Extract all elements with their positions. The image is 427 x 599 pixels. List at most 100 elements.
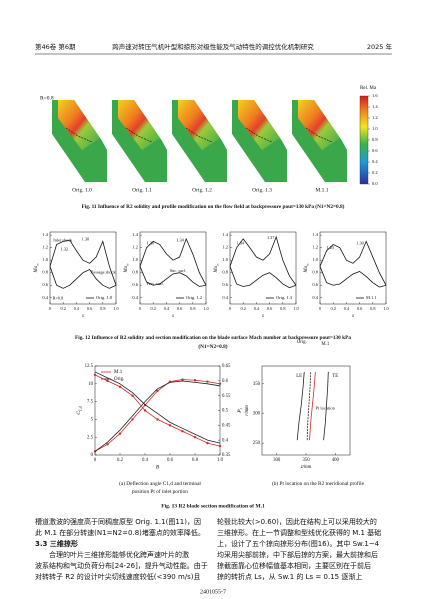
annotation: Suc. surf. [170, 268, 186, 273]
blade-label: Orig. 1.1 [132, 187, 152, 193]
x-tick-label: 0.6 [167, 458, 174, 463]
plot-frame [319, 231, 387, 305]
y-tick-label: 12.5 [85, 364, 94, 369]
x-tick-label: 1.0 [113, 306, 118, 311]
x-tick-label: 0 [49, 306, 51, 311]
y-tick-label: 0.6 [42, 282, 48, 287]
y-axis-label-sub: is [125, 263, 129, 266]
y-tick-label: 1.0 [42, 257, 48, 262]
series-point [181, 378, 184, 381]
body-line: 此 M.1 在部分转速(N1=N2=0.8)堵塞点的效率降低。 [35, 528, 205, 537]
series-point [93, 373, 97, 377]
series-point [143, 409, 147, 412]
series-point [106, 443, 109, 446]
y-tick-label: 0.4 [312, 295, 318, 300]
legend-label: Orig. 1.3 [276, 295, 293, 300]
x-tick-label: 1.0 [217, 458, 224, 463]
colorbar-tick-label: 0.2 [372, 170, 378, 175]
series-point [131, 418, 134, 421]
mach-curve [229, 235, 297, 286]
figure-caption: Fig. 13 R2 blade section modification of… [161, 503, 265, 509]
flow-field [118, 100, 160, 150]
body-line: 3.3 三维掠形 [35, 539, 78, 548]
body-line: 合理的叶片三维掠形能够优化跨声速叶片的激 [35, 550, 189, 559]
y-tick-label: 0.8 [132, 270, 138, 275]
figure-caption: Fig. 11 Influence of R2 solidity and pro… [82, 203, 345, 210]
colorbar-tick-label: 0.4 [372, 159, 378, 164]
body-line: 槽道激波的强度高于同稠度原型 Orig. 1.1(图11)，因 [35, 517, 201, 526]
y-tick-label: 0.6 [132, 282, 138, 287]
x-axis-label: s [172, 314, 174, 319]
series-point [118, 385, 122, 388]
subfigure-caption: (a) Deflection angle C1,d and terminal [119, 480, 201, 487]
y-axis-label-sub: is [35, 263, 39, 266]
x-tick-label: 350 [302, 458, 310, 463]
subfigure-caption: position Pt of inlet portion [132, 488, 188, 495]
x-tick-label: 0.2 [331, 306, 336, 311]
series-point [218, 444, 222, 448]
y-axis-label-sub: is [305, 263, 309, 266]
profile-curve [323, 371, 329, 441]
x-tick-label: 1.0 [203, 306, 208, 311]
x-tick-label: 0.8 [192, 458, 199, 463]
y-tick-label: 0.8 [312, 270, 318, 275]
curve-label: LE [296, 374, 302, 379]
x-tick-label: 0 [229, 306, 231, 311]
x-tick-label: 0.2 [241, 306, 246, 311]
series-point [181, 430, 184, 433]
x-tick-label: 1.0 [293, 306, 298, 311]
mach-curve [139, 266, 207, 287]
series-point [218, 382, 222, 385]
annotation: Passage shock [91, 269, 117, 274]
plot-frame [229, 231, 297, 305]
x-tick-label: 0.8 [100, 306, 105, 311]
x-tick-label: 0.4 [344, 306, 350, 311]
x-tick-label: 0.4 [74, 306, 80, 311]
y-tick-label: 350 [253, 382, 261, 387]
y2-axis-label: Pt [237, 407, 243, 413]
shock-line [185, 127, 213, 143]
figure-caption: (N1=N2=0.8) [198, 343, 227, 350]
y-axis-label-main: Ma [214, 265, 219, 273]
y-tick-label: 1.4 [42, 232, 48, 237]
y-tick-label: 1.2 [42, 245, 48, 250]
x-tick-label: 0.8 [280, 306, 285, 311]
annotation: 1.37 [267, 235, 275, 240]
blade [320, 100, 350, 150]
x-tick-label: 0.4 [254, 306, 260, 311]
y-tick-label: 0 [91, 453, 94, 458]
annotation: 1.30 [82, 236, 90, 241]
y-tick-label: 1.2 [222, 245, 228, 250]
plot-frame [139, 231, 207, 305]
flow-field [238, 100, 280, 150]
y-tick-label: 1.2 [132, 245, 138, 250]
y-tick-label: 0.8 [222, 270, 228, 275]
shock-line [245, 127, 273, 143]
mach-curve [139, 237, 207, 286]
x-tick-label: 0 [94, 458, 97, 463]
x-axis-label: s [82, 314, 84, 319]
y-axis-label: Mais [304, 263, 309, 274]
y-tick-label: 10 [88, 382, 93, 387]
series-point [193, 436, 197, 439]
y2-tick-label: 0.65 [222, 364, 231, 369]
series-point [131, 394, 134, 397]
annotation: 1.25 [327, 245, 335, 250]
marker-label: Pt location [315, 406, 335, 411]
y-axis-label-main: Ma [124, 265, 129, 273]
body-line: 轮毂比较大(>0.60)，因此在结构上可以采用较大的 [217, 517, 377, 526]
flow-field [58, 100, 100, 150]
x-tick-label: 0.2 [117, 458, 124, 463]
annotation: 1.30 [147, 241, 155, 246]
series-point [206, 441, 209, 445]
y-axis-label-sub: 1,d [79, 406, 84, 411]
header-title: 跨声速对转压气机叶型和掠形对级性能及气动特性的调控优化机制研究 [112, 42, 314, 51]
legend-label: Orig. 1.2 [186, 295, 202, 300]
blade [80, 100, 110, 150]
plot-frame [261, 365, 351, 456]
body-line: 三维掠形。在上一节调整和型线优化获得的 M.1 基础 [217, 528, 381, 537]
y2-axis-label-main: P [237, 409, 243, 414]
y-axis-label-main: C [76, 411, 82, 415]
colorbar-tick-label: 1.2 [372, 115, 378, 120]
x-tick-label: 400 [332, 458, 340, 463]
